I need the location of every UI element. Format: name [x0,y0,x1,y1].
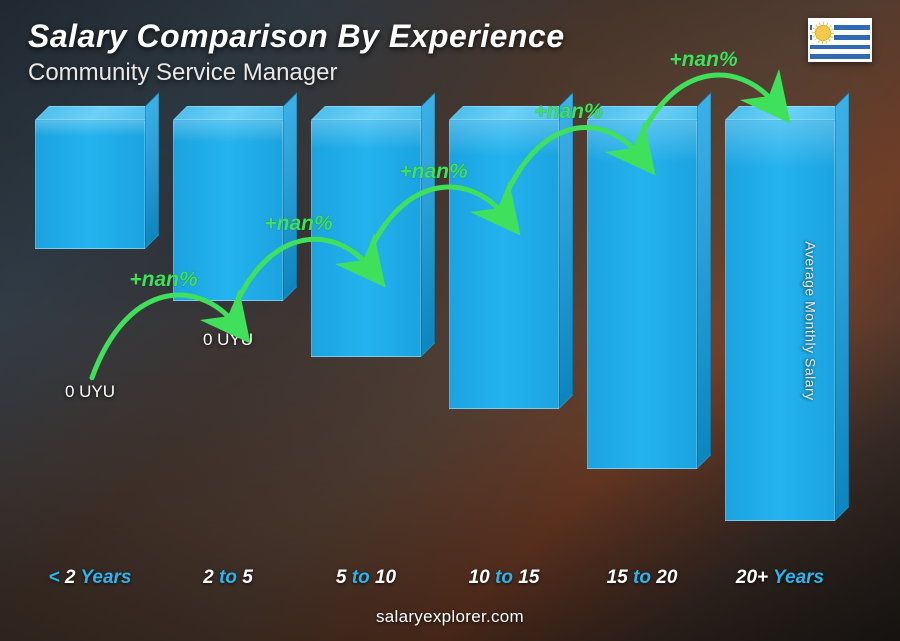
x-label-3: 10 to 15 [444,567,564,589]
x-axis-labels: < 2 Years 2 to 5 5 to 10 10 to 15 15 to 20 20… [30,567,840,589]
y-axis-label: Average Monthly Salary [802,241,818,400]
x-label-0: < 2 Years [30,567,150,589]
bar-5: 0 UYU [720,120,840,551]
x-label-4: 15 to 20 [582,567,702,589]
x-label-2: 5 to 10 [306,567,426,589]
flag-icon [808,18,872,62]
bar-chart: 0 UYU0 UYU0 UYU0 UYU0 UYU0 UYU [30,120,840,551]
page-title: Salary Comparison By Experience [28,18,565,55]
header: Salary Comparison By Experience Communit… [28,18,872,87]
x-label-5: 20+ Years [720,567,840,589]
bar-2: 0 UYU [306,120,426,551]
bar-1: 0 UYU [168,120,288,551]
bar-value-label: 0 UYU [144,330,312,350]
bar-3: 0 UYU [444,120,564,551]
page-subtitle: Community Service Manager [28,59,565,87]
bar-shape [311,120,421,357]
title-block: Salary Comparison By Experience Communit… [28,18,565,87]
footer-credit: salaryexplorer.com [0,607,900,627]
bar-value-label: 0 UYU [6,382,174,402]
bar-4: 0 UYU [582,120,702,551]
bar-shape [587,120,697,469]
bar-shape [173,120,283,301]
bar-0: 0 UYU [30,120,150,551]
bar-shape [449,120,559,409]
x-label-1: 2 to 5 [168,567,288,589]
bar-shape [35,120,145,249]
